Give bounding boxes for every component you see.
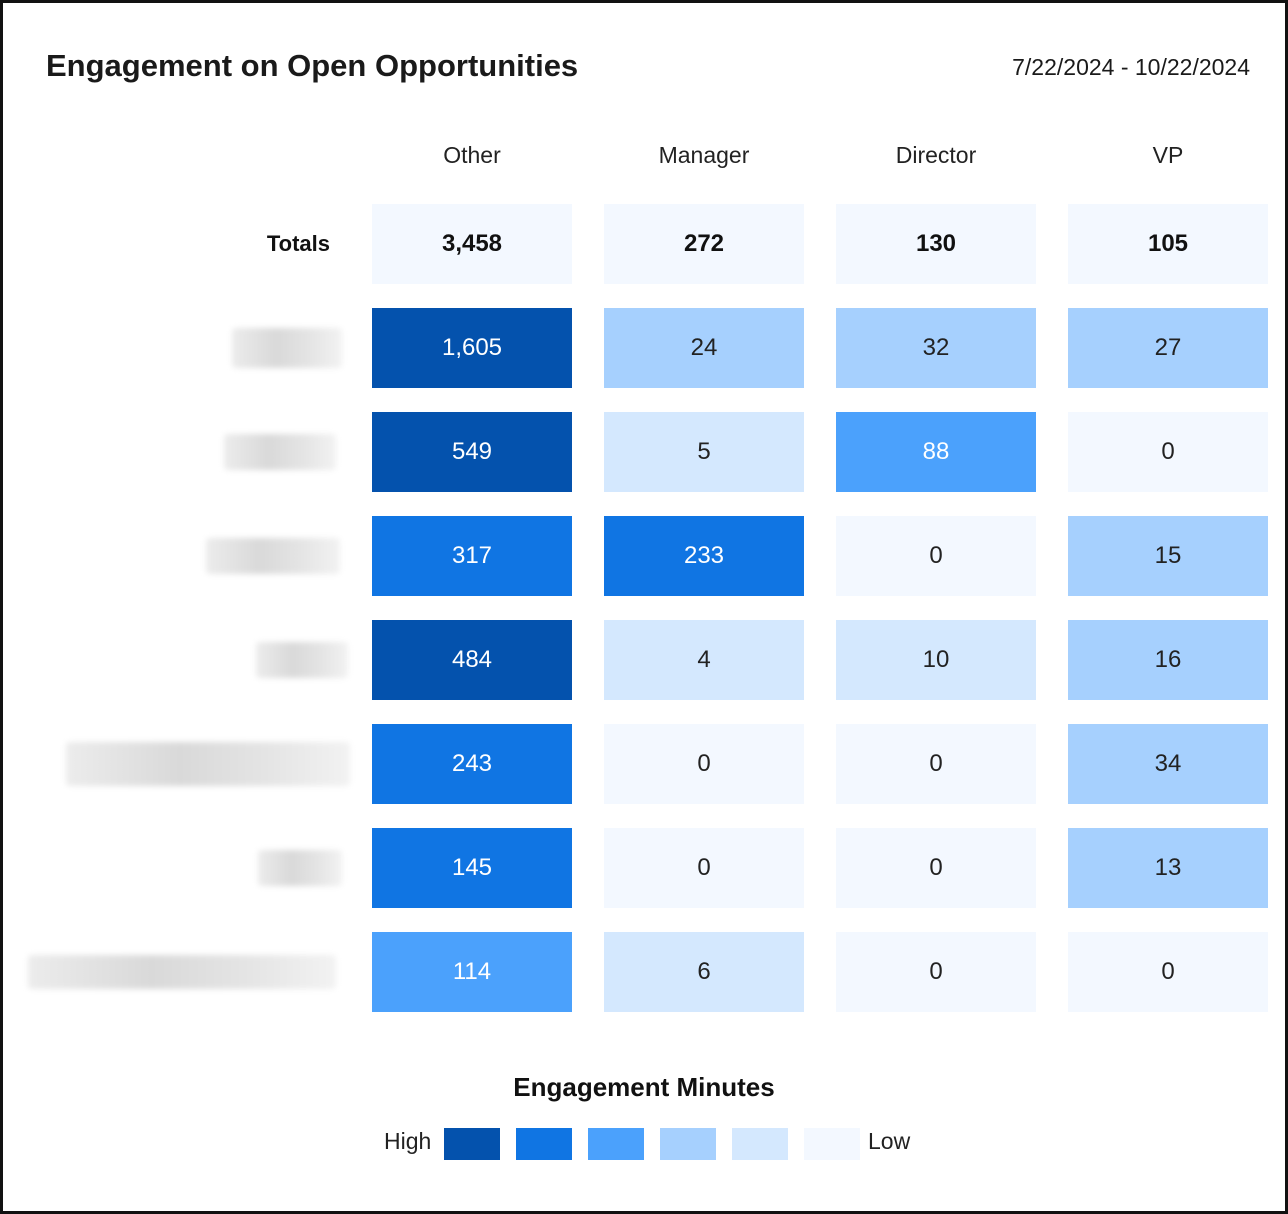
heatmap-cell: 27 — [1068, 308, 1268, 388]
redacted-row-label — [28, 955, 336, 989]
heatmap-cell: 0 — [1068, 412, 1268, 492]
heatmap-cell: 0 — [836, 724, 1036, 804]
heatmap-cell: 317 — [372, 516, 572, 596]
legend-high-label: High — [384, 1128, 432, 1154]
heatmap-cell: 484 — [372, 620, 572, 700]
legend-swatch — [516, 1128, 572, 1160]
heatmap-cell: 0 — [604, 724, 804, 804]
redacted-row-label — [256, 642, 348, 678]
heatmap-cell: 34 — [1068, 724, 1268, 804]
heatmap-cell: 0 — [836, 516, 1036, 596]
legend-swatch — [588, 1128, 644, 1160]
redacted-row-label — [232, 328, 342, 368]
heatmap-cell: 13 — [1068, 828, 1268, 908]
heatmap-cell: 88 — [836, 412, 1036, 492]
heatmap-cell: 114 — [372, 932, 572, 1012]
redacted-row-label — [66, 742, 350, 786]
date-range: 7/22/2024 - 10/22/2024 — [1012, 54, 1250, 80]
legend-swatch — [660, 1128, 716, 1160]
column-header: Director — [895, 142, 977, 168]
legend-swatch — [804, 1128, 860, 1160]
heatmap-cell: 24 — [604, 308, 804, 388]
column-header: Other — [443, 142, 501, 168]
redacted-row-label — [258, 850, 342, 886]
legend-title: Engagement Minutes — [513, 1072, 775, 1102]
totals-cell: 105 — [1068, 204, 1268, 284]
heatmap-cell: 0 — [1068, 932, 1268, 1012]
legend-low-label: Low — [868, 1128, 911, 1154]
heatmap-cell: 243 — [372, 724, 572, 804]
heatmap-cell: 10 — [836, 620, 1036, 700]
heatmap-cell: 5 — [604, 412, 804, 492]
redacted-row-label — [224, 434, 336, 470]
column-header: Manager — [658, 142, 750, 168]
heatmap-cell: 1,605 — [372, 308, 572, 388]
chart-title: Engagement on Open Opportunities — [46, 48, 579, 83]
heatmap-cell: 0 — [604, 828, 804, 908]
heatmap-cell: 0 — [836, 828, 1036, 908]
heatmap-cell: 6 — [604, 932, 804, 1012]
heatmap-cell: 0 — [836, 932, 1036, 1012]
totals-cell: 130 — [836, 204, 1036, 284]
heatmap-cell: 32 — [836, 308, 1036, 388]
legend-swatch — [444, 1128, 500, 1160]
heatmap-cell: 549 — [372, 412, 572, 492]
totals-cell: 3,458 — [372, 204, 572, 284]
column-header: VP — [1152, 142, 1184, 168]
heatmap-cell: 4 — [604, 620, 804, 700]
legend-swatch — [732, 1128, 788, 1160]
totals-cell: 272 — [604, 204, 804, 284]
heatmap-cell: 15 — [1068, 516, 1268, 596]
heatmap-cell: 16 — [1068, 620, 1268, 700]
totals-label: Totals — [266, 231, 330, 256]
heatmap-cell: 233 — [604, 516, 804, 596]
redacted-row-label — [206, 538, 340, 574]
heatmap-cell: 145 — [372, 828, 572, 908]
